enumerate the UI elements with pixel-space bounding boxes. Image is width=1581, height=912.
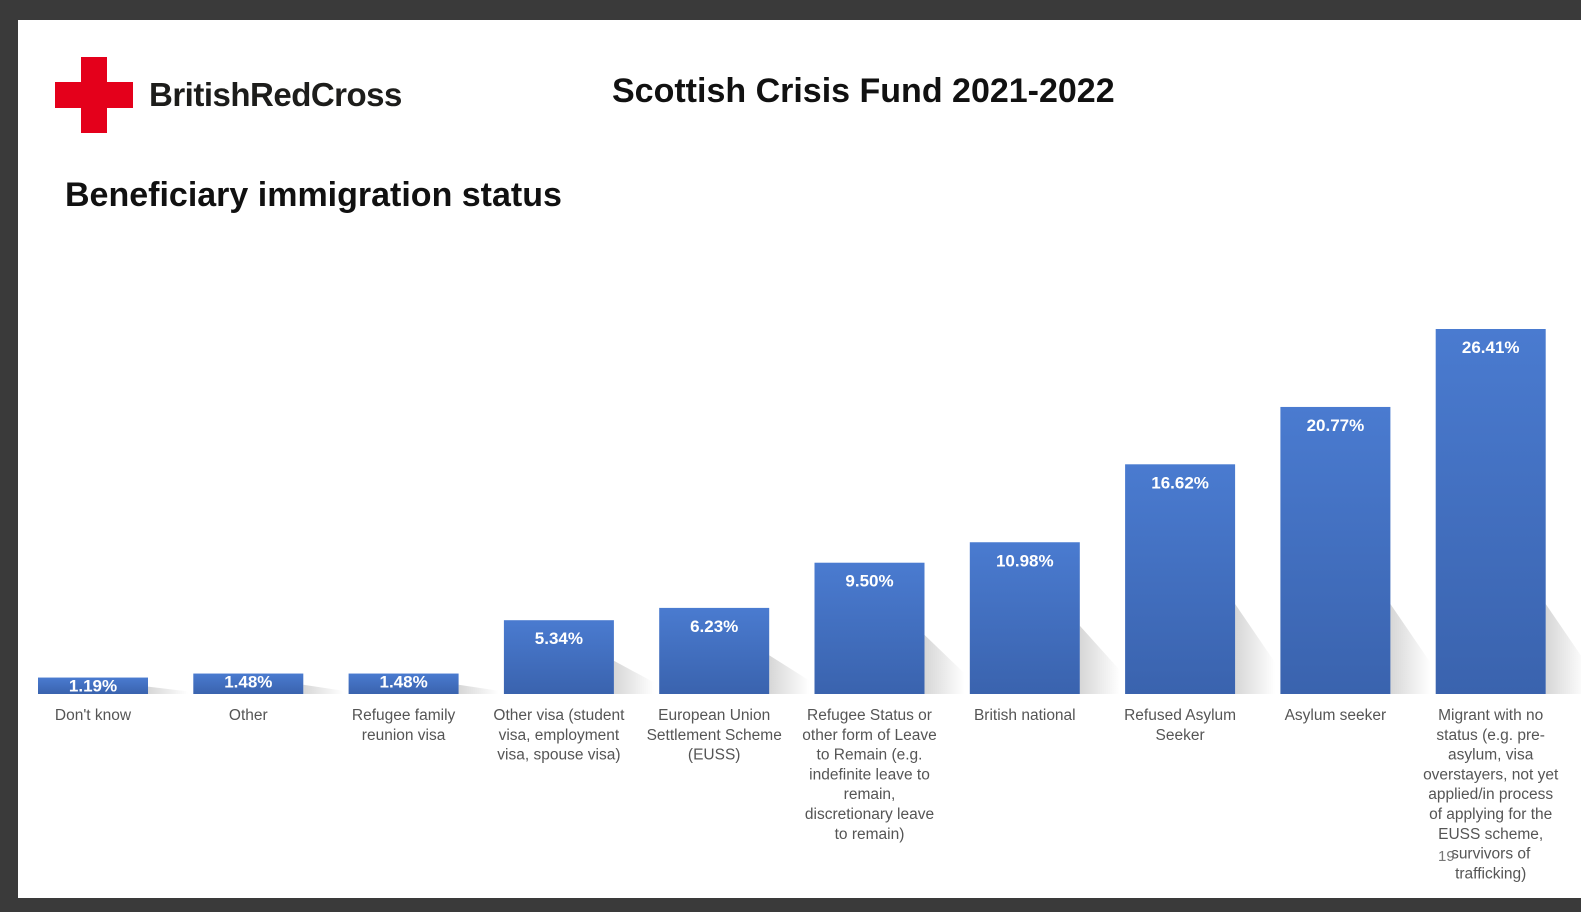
bar [193, 673, 304, 694]
bar [348, 673, 459, 694]
bar-shadow [458, 684, 499, 694]
category-label-line: visa, employment [499, 727, 620, 744]
category-label-line: Other visa (student [493, 707, 625, 724]
data-label: 6.23% [690, 617, 738, 636]
category-label-line: trafficking) [1455, 865, 1526, 882]
chart-title: Beneficiary immigration status [65, 176, 562, 214]
category-label: Other [229, 707, 268, 724]
category-label-line: of applying for the [1429, 806, 1552, 823]
category-label-line: discretionary leave [805, 806, 934, 823]
category-label-line: overstayers, not yet [1423, 766, 1559, 783]
category-label-line: reunion visa [362, 727, 446, 744]
category-label: Migrant with no status (e.g. pre-asylum, … [1423, 707, 1559, 882]
category-label-line: to remain) [835, 826, 905, 843]
category-label: British national [974, 707, 1076, 724]
category-label-line: EUSS scheme, [1438, 826, 1543, 843]
category-label-line: Other [229, 707, 268, 724]
category-label: European Union Settlement Scheme (EUSS) [647, 707, 782, 764]
bar [38, 677, 148, 694]
category-label: Refugee Status or other form of Leave to R… [802, 707, 936, 843]
data-label: 5.34% [535, 629, 583, 648]
category-label-line: survivors of [1451, 846, 1531, 863]
bar-shadow [1235, 604, 1276, 694]
category-label: Other visa (student visa, employment visa,… [493, 707, 625, 764]
category-label: Refugee family reunion visa [352, 707, 456, 744]
category-label: Asylum seeker [1285, 707, 1387, 724]
data-label: 20.77% [1307, 416, 1365, 435]
brand-name: BritishRedCross [149, 76, 402, 113]
category-label-line: Refused Asylum [1124, 707, 1236, 724]
category-label-line: to Remain (e.g. [817, 747, 923, 764]
data-label: 16.62% [1151, 473, 1209, 492]
data-label: 10.98% [996, 551, 1054, 570]
category-label-line: Refugee Status or [807, 707, 932, 724]
data-label: 1.48% [379, 673, 427, 692]
category-label-line: (EUSS) [688, 747, 741, 764]
bar-shadow [769, 655, 810, 694]
data-label: 9.50% [845, 572, 893, 591]
category-label-line: Seeker [1156, 727, 1205, 744]
category-label-line: European Union [658, 707, 770, 724]
bar-chart: 1.19% 1.48% 1.48% 5.34% 6.23% 9.50% 10.98% 16.6… [38, 329, 1581, 882]
category-label-line: Don't know [55, 707, 132, 724]
category-label-line: British national [974, 707, 1076, 724]
data-label: 1.19% [69, 677, 117, 696]
slide: BritishRedCross Scottish Crisis Fund 202… [18, 20, 1581, 898]
bar [969, 542, 1080, 694]
bar [1125, 464, 1236, 694]
bar [659, 607, 770, 694]
bar-shadow [303, 684, 344, 694]
red-cross-logo-icon [55, 57, 133, 133]
category-label: Refused Asylum Seeker [1124, 707, 1236, 744]
bar-shadow [1390, 604, 1431, 694]
category-label-line: status (e.g. pre- [1436, 727, 1545, 744]
data-label: 26.41% [1462, 338, 1520, 357]
category-label-line: remain, [844, 786, 896, 803]
slide-title: Scottish Crisis Fund 2021-2022 [612, 72, 1115, 110]
category-label-line: Migrant with no [1438, 707, 1543, 724]
bar-shadow [1545, 604, 1581, 694]
category-label-line: Settlement Scheme [647, 727, 782, 744]
bar [1435, 329, 1546, 694]
bar-shadow [1079, 625, 1120, 694]
data-label: 1.48% [224, 673, 272, 692]
category-label-line: indefinite leave to [809, 766, 930, 783]
category-label-line: Refugee family [352, 707, 456, 724]
category-label-line: visa, spouse visa) [497, 747, 620, 764]
bar [503, 620, 614, 694]
bar-shadow [924, 634, 965, 694]
category-label-line: Asylum seeker [1285, 707, 1387, 724]
category-label-line: applied/in process [1428, 786, 1553, 803]
bar-shadow [613, 660, 654, 694]
bar-shadow [148, 686, 188, 694]
bar [814, 562, 925, 694]
category-label-line: asylum, visa [1448, 747, 1534, 764]
page-number: 19 [1438, 848, 1455, 865]
bar [1280, 406, 1391, 694]
category-label: Don't know [55, 707, 132, 724]
category-label-line: other form of Leave [802, 727, 936, 744]
